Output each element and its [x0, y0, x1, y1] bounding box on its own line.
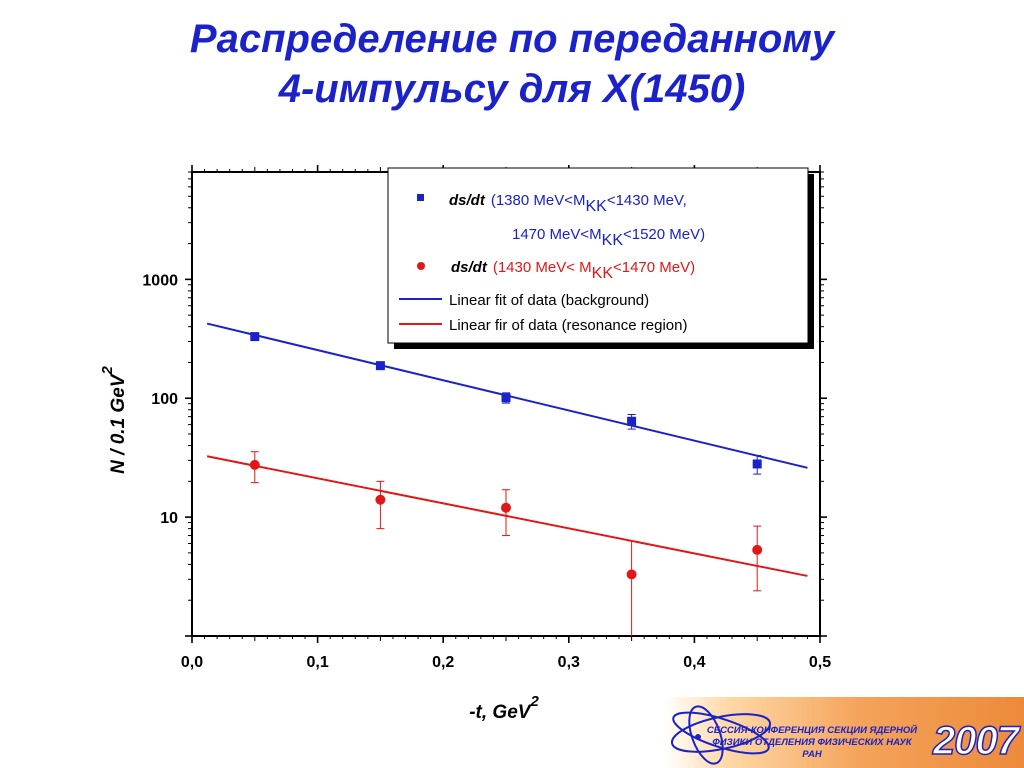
data-point	[627, 416, 637, 426]
legend-entry-2-a: (1430 MeV< M	[493, 259, 592, 276]
conference-year: 2007	[932, 718, 1019, 764]
x-tick-label: 0,3	[558, 654, 580, 671]
legend-entry-2-b: <1470 MeV)	[613, 259, 695, 276]
legend-square-marker	[417, 194, 424, 201]
legend-box	[387, 167, 809, 344]
legend-entry-1-d: <1520 MeV)	[623, 226, 705, 243]
data-point	[375, 361, 385, 371]
legend-entry-1-sub: KK	[585, 198, 607, 215]
conference-name: СЕССИЯ-КОНФЕРЕНЦИЯ СЕКЦИИ ЯДЕРНОЙ ФИЗИКИ…	[692, 725, 932, 761]
legend-entry-1-line-2: 1470 MeV<MKK<1520 MeV)	[512, 226, 705, 249]
y-tick-label: 1000	[142, 272, 178, 289]
data-point	[752, 459, 762, 469]
legend-entry-1-a: (1380 MeV<M	[491, 192, 586, 209]
legend-entry-2: ds/dt (1430 MeV< MKK<1470 MeV)	[451, 259, 695, 282]
conference-name-line-2: ФИЗИКИ ОТДЕЛЕНИЯ ФИЗИЧЕСКИХ НАУК	[712, 737, 912, 748]
x-axis-label-sup: 2	[529, 693, 539, 710]
chart-axes: 0,0 0,1 0,2 0,3 0,4 0,5 10 100 1000 -t, GeV2 N / 0…	[99, 165, 831, 723]
legend-circle-marker	[417, 262, 425, 270]
conference-name-line-3: РАН	[802, 749, 822, 760]
legend-entry-1-em: ds/dt	[449, 192, 486, 209]
x-tick-label: 0,4	[683, 654, 705, 671]
data-point	[375, 494, 386, 505]
conference-name-line-1: СЕССИЯ-КОНФЕРЕНЦИЯ СЕКЦИИ ЯДЕРНОЙ	[706, 725, 918, 736]
chart-legend: ds/dt (1380 MeV<MKK<1430 MeV,1470 MeV<MKK…	[387, 167, 814, 349]
slide-title-line-2: 4-импульсу для X(1450)	[278, 67, 746, 111]
legend-entry-1-b: <1430 MeV,	[607, 192, 687, 209]
x-axis-label: -t, GeV2	[469, 693, 539, 723]
conference-banner: СЕССИЯ-КОНФЕРЕНЦИЯ СЕКЦИИ ЯДЕРНОЙ ФИЗИКИ…	[664, 697, 1024, 768]
data-point	[250, 332, 260, 342]
data-point	[626, 569, 637, 580]
legend-entry-1: ds/dt (1380 MeV<MKK<1430 MeV,	[449, 192, 687, 215]
data-point	[249, 459, 260, 470]
y-axis-label: N / 0.1 GeV2	[99, 366, 129, 474]
legend-entry-3: Linear fit of data (background)	[449, 292, 649, 309]
legend-entry-2-em: ds/dt	[451, 259, 488, 276]
legend-entry-2-sub: KK	[592, 265, 614, 282]
x-tick-label: 0,5	[809, 654, 831, 671]
data-point	[501, 502, 511, 513]
x-tick-label: 0,2	[432, 654, 454, 671]
data-point	[501, 393, 511, 403]
chart-marks	[206, 322, 808, 636]
data-point	[752, 544, 763, 555]
legend-entry-4: Linear fir of data (resonance region)	[449, 317, 687, 334]
y-axis-label-sup: 2	[99, 366, 116, 376]
fit-line-2	[206, 455, 808, 577]
x-tick-label: 0,0	[181, 654, 203, 671]
y-tick-label: 10	[160, 510, 178, 527]
legend-entry-1-c: 1470 MeV<M	[512, 226, 602, 243]
slide-title: Распределение по переданному 4-импульсу …	[0, 14, 1024, 114]
y-tick-label: 100	[151, 391, 178, 408]
x-tick-label: 0,1	[306, 654, 328, 671]
slide-title-line-1: Распределение по переданному	[189, 17, 835, 61]
atom-logo-icon	[670, 705, 772, 765]
legend-entry-1-c-sub: KK	[602, 232, 624, 249]
